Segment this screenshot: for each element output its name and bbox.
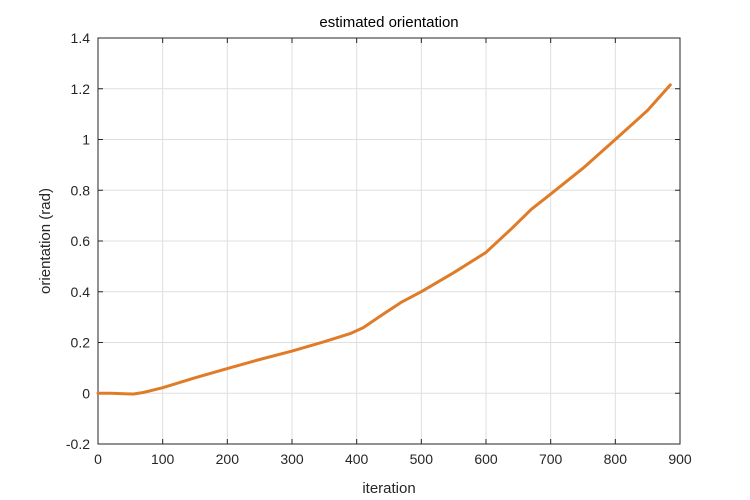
x-tick-labels: 0 100 200 300 400 500 600 700 800 900 bbox=[94, 451, 692, 467]
y-tick-labels: -0.2 0 0.2 0.4 0.6 0.8 1 1.2 1.4 bbox=[66, 30, 90, 452]
chart-title: estimated orientation bbox=[319, 14, 458, 31]
y-tick-label: 0.8 bbox=[71, 182, 91, 198]
x-tick-label: 200 bbox=[216, 451, 240, 467]
x-tick-label: 100 bbox=[151, 451, 175, 467]
x-tick-label: 500 bbox=[410, 451, 434, 467]
y-tick-label: 0.6 bbox=[71, 233, 91, 249]
y-tick-label: 1.4 bbox=[71, 30, 91, 46]
x-tick-label: 600 bbox=[474, 451, 498, 467]
x-tick-label: 700 bbox=[539, 451, 563, 467]
series-group bbox=[96, 83, 672, 396]
x-tick-label: 800 bbox=[604, 451, 628, 467]
y-tick-label: 0 bbox=[82, 385, 90, 401]
y-tick-label: 0.4 bbox=[71, 284, 91, 300]
tick-marks bbox=[97, 37, 681, 445]
x-axis-label: iteration bbox=[362, 480, 415, 497]
series-line bbox=[96, 83, 672, 396]
y-axis-label: orientation (rad) bbox=[37, 188, 54, 294]
x-tick-label: 400 bbox=[345, 451, 369, 467]
x-tick-label: 0 bbox=[94, 451, 102, 467]
x-tick-label: 900 bbox=[668, 451, 692, 467]
y-tick-label: 1.2 bbox=[71, 81, 91, 97]
x-tick-label: 300 bbox=[280, 451, 304, 467]
y-tick-label: -0.2 bbox=[66, 436, 90, 452]
y-tick-label: 1 bbox=[82, 132, 90, 148]
y-tick-label: 0.2 bbox=[71, 335, 91, 351]
